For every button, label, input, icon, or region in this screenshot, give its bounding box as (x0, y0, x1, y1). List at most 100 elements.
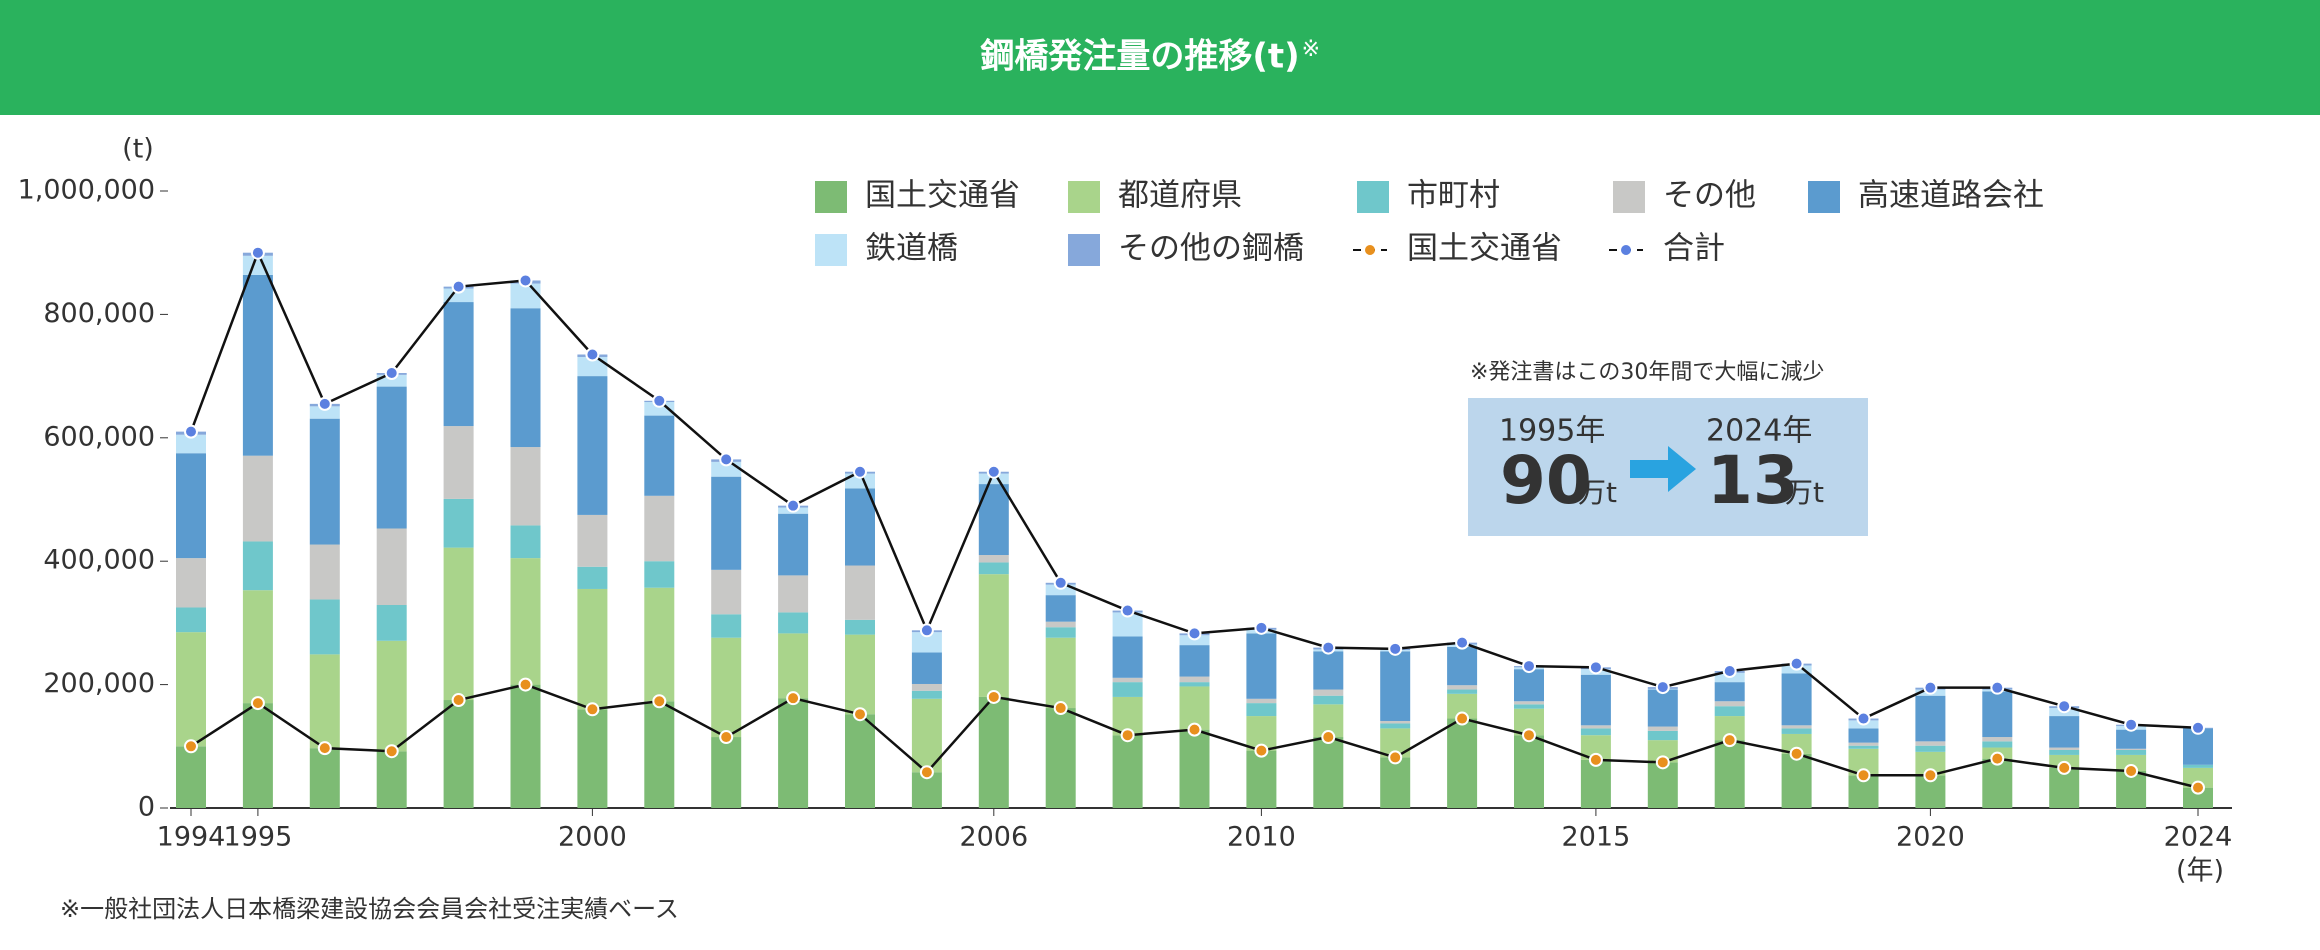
bar-segment (1380, 757, 1411, 808)
line-point (1588, 660, 1603, 675)
from-year: 1995年 (1499, 414, 1605, 449)
bar-segment (911, 632, 942, 653)
line-point (1187, 722, 1202, 737)
bar-segment (309, 406, 340, 419)
x-tick-label: 2006 (959, 822, 1028, 853)
bar-segment (1112, 636, 1143, 678)
bar-segment (577, 376, 608, 515)
bar-segment (1848, 742, 1879, 746)
annotation-note: ※発注書はこの30年間で大幅に減少 (1470, 360, 1824, 385)
bar-segment (443, 426, 474, 499)
line-point (518, 273, 533, 288)
bar-segment (443, 547, 474, 701)
legend-swatch (815, 181, 847, 213)
line-point (317, 396, 332, 411)
line-point (317, 741, 332, 756)
bar-segment (1514, 701, 1544, 705)
bar-segment (1647, 726, 1678, 731)
line-point (1053, 701, 1068, 716)
bar-segment (845, 714, 875, 808)
bar-segment (1781, 733, 1812, 754)
footnote: ※一般社団法人日本橋梁建設協会会員会社受注実績ベース (60, 895, 679, 923)
legend-swatch (1068, 234, 1100, 266)
line-point (786, 691, 801, 706)
bar-segment (376, 640, 407, 752)
bar-segment (2183, 764, 2213, 768)
bar-segment (1112, 735, 1143, 808)
bar-segment (577, 514, 608, 567)
y-tick-label: 800,000 (43, 298, 155, 329)
bar-segment (1714, 682, 1745, 702)
bar-segment (1647, 689, 1678, 727)
line-point (719, 452, 734, 467)
to-value: 13 (1707, 442, 1799, 519)
line-point (184, 424, 198, 439)
bar-segment (2116, 754, 2147, 771)
bar-segment (309, 599, 340, 655)
bar-segment (644, 415, 675, 496)
x-tick-label: 1995 (224, 822, 293, 853)
bar-segment (845, 488, 875, 566)
line-point (1053, 575, 1068, 590)
bar-segment (1781, 725, 1812, 729)
x-tick-label: 1994 (157, 822, 226, 853)
arrow (1630, 446, 1696, 492)
line-point (1254, 743, 1269, 758)
line-point (1120, 603, 1135, 618)
bar-segment (978, 574, 1009, 697)
legend-swatch (1613, 181, 1645, 213)
bar-segment (176, 558, 206, 608)
bar-segment (1647, 730, 1678, 741)
bar-segment (443, 498, 474, 548)
line-point (1856, 768, 1871, 783)
line-point (719, 730, 734, 745)
bar-segment (1915, 741, 1946, 746)
bar-segment (176, 607, 206, 633)
line-point (1388, 750, 1403, 765)
line-point (786, 498, 801, 513)
bar-segment (510, 525, 541, 559)
bar-segment (510, 308, 541, 448)
legend-swatch (1357, 181, 1389, 213)
from-unit: 万t (1578, 476, 1617, 509)
bar-segment (1045, 627, 1076, 638)
legend-label: 合計 (1663, 231, 1725, 267)
line-point (1789, 746, 1804, 761)
bar-segment (2049, 747, 2080, 751)
bar-segment (845, 473, 875, 489)
from-value: 90 (1500, 442, 1592, 519)
legend-label: 国土交通省 (865, 178, 1020, 214)
bar-segment (1447, 685, 1478, 690)
bar-segment (1112, 682, 1143, 697)
line-point (1522, 659, 1536, 674)
line-point (585, 702, 600, 717)
line-point (1187, 626, 1202, 641)
bar-segment (1915, 695, 1946, 742)
bar-segment (376, 605, 407, 641)
bar-segment (176, 434, 206, 454)
line-point (1254, 620, 1269, 635)
bar-segment (1982, 737, 2013, 742)
line-point (919, 765, 934, 780)
bar-segment (1514, 735, 1544, 808)
bar-segment (1781, 673, 1812, 726)
bar-segment (1848, 745, 1879, 749)
bar-segment (242, 590, 273, 704)
line-point (2057, 699, 2072, 714)
bar-segment (242, 703, 273, 808)
bar-segment (1179, 676, 1210, 683)
bar-segment (577, 566, 608, 589)
bar-segment (309, 544, 340, 600)
legend-label: その他 (1663, 178, 1756, 214)
line-point (585, 347, 600, 362)
line-point (250, 245, 265, 260)
line-point (1321, 730, 1336, 745)
line-point (853, 707, 867, 722)
bar-segment (2116, 750, 2147, 755)
bar-segment (510, 558, 541, 685)
bar-segment (2116, 748, 2147, 751)
bar-segment (1179, 645, 1210, 677)
bar-segment (1045, 595, 1076, 622)
line-point (2191, 780, 2205, 795)
bar-segment (1246, 703, 1277, 717)
